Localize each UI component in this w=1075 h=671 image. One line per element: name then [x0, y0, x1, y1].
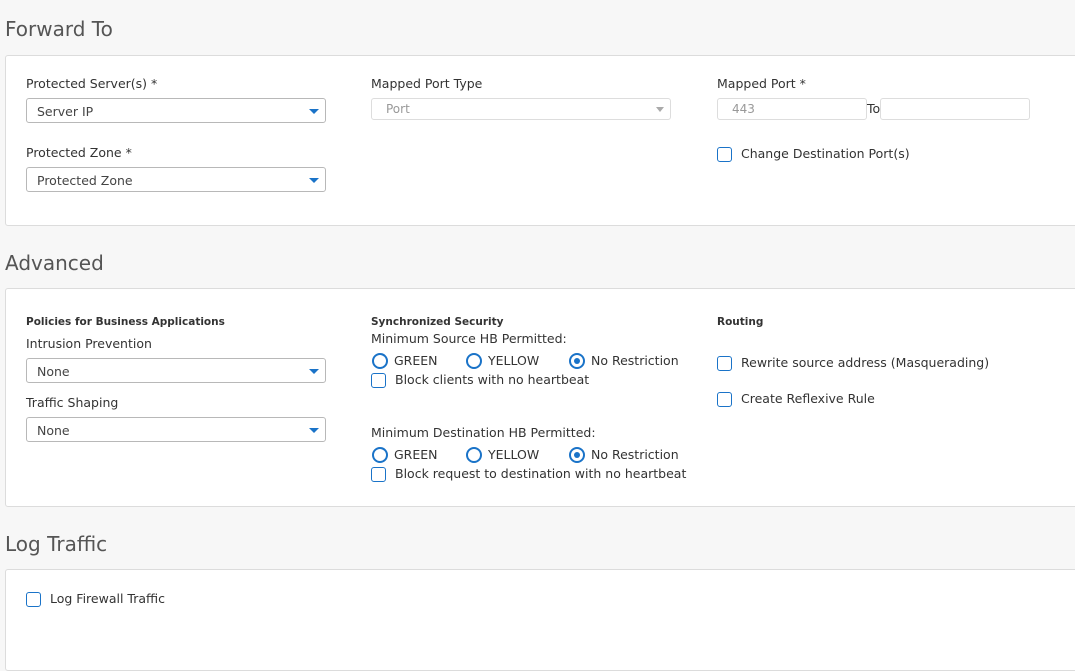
mapped-port-type-select[interactable]: Port — [371, 98, 671, 120]
chevron-down-icon — [309, 178, 319, 183]
min-dest-no-restriction-radio[interactable] — [569, 447, 585, 463]
section-title-forward-to: Forward To — [5, 17, 113, 41]
min-source-green-radio[interactable] — [372, 353, 388, 369]
min-source-label: Minimum Source HB Permitted: — [371, 331, 567, 346]
routing-heading: Routing — [717, 316, 764, 328]
selected-value: None — [37, 364, 70, 379]
reflexive-rule-label: Create Reflexive Rule — [741, 391, 875, 406]
protected-zone-select[interactable]: Protected Zone — [26, 167, 326, 192]
traffic-shaping-label: Traffic Shaping — [26, 395, 119, 410]
log-firewall-label: Log Firewall Traffic — [50, 591, 165, 606]
radio-label: GREEN — [394, 447, 438, 462]
change-destination-port-checkbox[interactable] — [717, 147, 732, 162]
chevron-down-icon — [309, 428, 319, 433]
radio-label: No Restriction — [591, 447, 679, 462]
forward-to-panel — [5, 55, 1075, 226]
selected-value: Protected Zone — [37, 173, 133, 188]
log-firewall-checkbox[interactable] — [26, 592, 41, 607]
mapped-port-label: Mapped Port * — [717, 76, 806, 91]
sync-security-heading: Synchronized Security — [371, 316, 504, 328]
mapped-port-input[interactable]: 443 — [717, 98, 867, 120]
selected-value: Port — [386, 102, 410, 116]
rewrite-source-checkbox[interactable] — [717, 356, 732, 371]
min-dest-yellow-radio[interactable] — [466, 447, 482, 463]
chevron-down-icon — [309, 369, 319, 374]
protected-servers-select[interactable]: Server IP — [26, 98, 326, 123]
intrusion-prevention-label: Intrusion Prevention — [26, 336, 152, 351]
radio-label: YELLOW — [488, 353, 540, 368]
advanced-panel — [5, 288, 1075, 507]
log-traffic-panel — [5, 569, 1075, 671]
to-label: To — [867, 101, 881, 116]
radio-label: YELLOW — [488, 447, 540, 462]
radio-label: GREEN — [394, 353, 438, 368]
reflexive-rule-checkbox[interactable] — [717, 392, 732, 407]
radio-label: No Restriction — [591, 353, 679, 368]
min-source-yellow-radio[interactable] — [466, 353, 482, 369]
policies-heading: Policies for Business Applications — [26, 316, 225, 328]
block-request-checkbox[interactable] — [371, 467, 386, 482]
block-clients-checkbox[interactable] — [371, 373, 386, 388]
block-clients-label: Block clients with no heartbeat — [395, 372, 590, 387]
rewrite-source-label: Rewrite source address (Masquerading) — [741, 355, 990, 370]
change-destination-port-label: Change Destination Port(s) — [741, 146, 910, 161]
min-dest-green-radio[interactable] — [372, 447, 388, 463]
selected-value: Server IP — [37, 104, 94, 119]
placeholder: 443 — [732, 102, 755, 116]
intrusion-prevention-select[interactable]: None — [26, 358, 326, 383]
block-request-label: Block request to destination with no hea… — [395, 466, 687, 481]
mapped-port-type-label: Mapped Port Type — [371, 76, 483, 91]
min-source-no-restriction-radio[interactable] — [569, 353, 585, 369]
selected-value: None — [37, 423, 70, 438]
section-title-advanced: Advanced — [5, 251, 104, 275]
protected-servers-label: Protected Server(s) * — [26, 76, 158, 91]
section-title-log-traffic: Log Traffic — [5, 532, 108, 556]
min-dest-label: Minimum Destination HB Permitted: — [371, 425, 596, 440]
mapped-port-to-input[interactable] — [880, 98, 1030, 120]
chevron-down-icon — [309, 109, 319, 114]
chevron-down-icon — [656, 107, 664, 112]
traffic-shaping-select[interactable]: None — [26, 417, 326, 442]
protected-zone-label: Protected Zone * — [26, 145, 132, 160]
